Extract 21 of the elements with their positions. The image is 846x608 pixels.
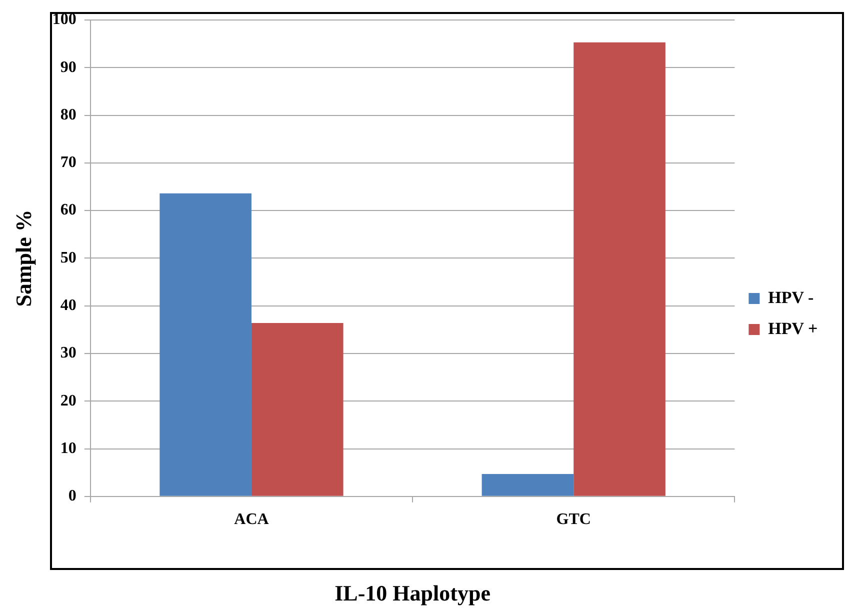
bar: [251, 322, 344, 496]
y-axis-title: Sample %: [10, 210, 36, 307]
bar: [482, 474, 574, 496]
x-axis-title: IL-10 Haplotype: [334, 580, 491, 606]
y-tick-label: 70: [60, 154, 76, 172]
x-tick-label: ACA: [234, 511, 270, 528]
y-tick-label: 80: [60, 106, 76, 124]
y-tick-label: 40: [60, 296, 76, 314]
y-tick-label: 50: [60, 249, 76, 266]
y-tick-label: 90: [60, 58, 76, 76]
y-tick-label: 20: [60, 392, 76, 410]
x-tick-label: GTC: [556, 511, 591, 528]
bar: [160, 193, 252, 496]
legend-label: HPV -: [768, 288, 814, 307]
y-tick-label: 0: [68, 488, 76, 505]
y-tick-label: 10: [60, 440, 76, 457]
y-tick-label: 30: [60, 344, 76, 362]
y-tick-label: 60: [60, 202, 76, 219]
legend-label: HPV +: [768, 318, 818, 338]
bar: [574, 42, 666, 496]
y-tick-label: 100: [52, 11, 76, 28]
